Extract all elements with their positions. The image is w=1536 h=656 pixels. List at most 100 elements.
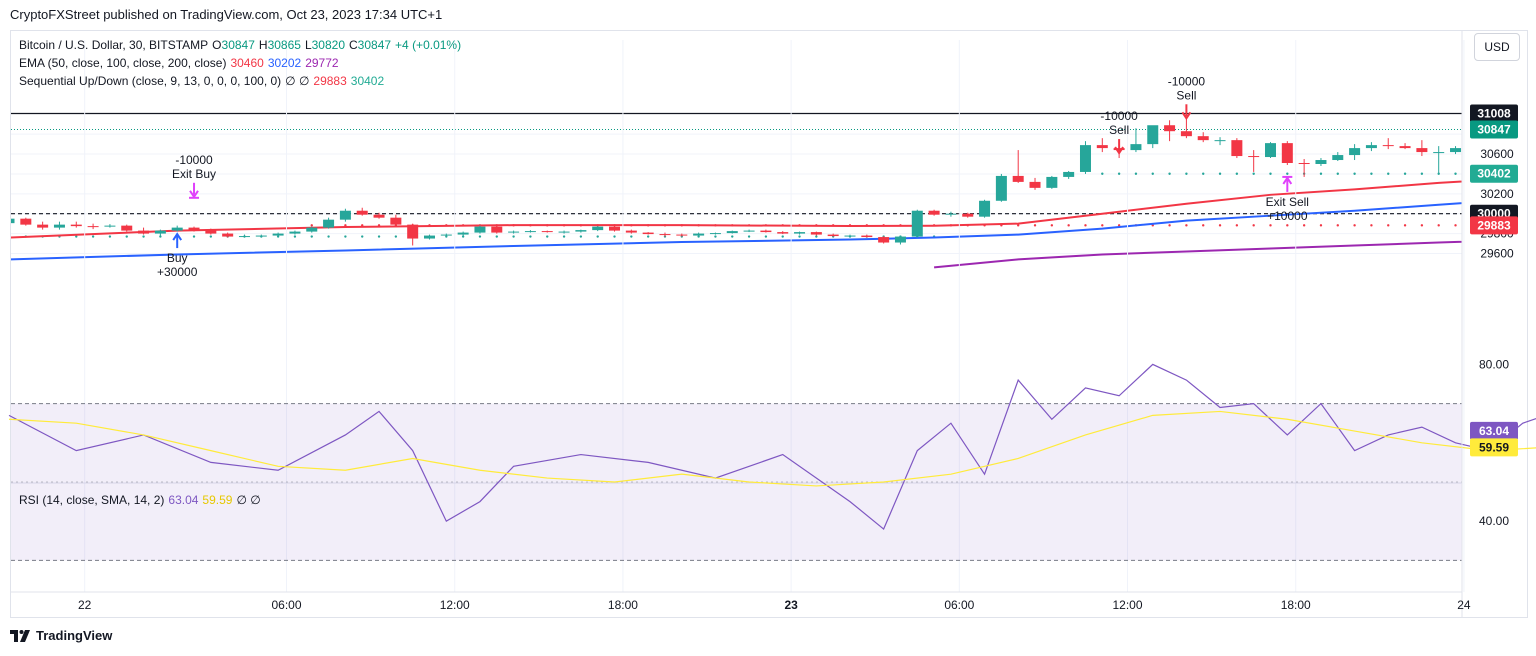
candle	[1231, 138, 1243, 159]
signal-level-dot	[646, 235, 650, 238]
candle	[255, 234, 267, 238]
rsi-name: RSI (14, close, SMA, 14, 2)	[19, 493, 165, 507]
price-label-text: 31008	[1477, 107, 1511, 121]
signal-level-dot	[461, 235, 465, 238]
candle-body	[1046, 176, 1058, 188]
candle	[474, 225, 486, 234]
signal-level-dot	[1353, 172, 1356, 175]
candle-body	[1467, 138, 1478, 148]
rsi-sma-line	[8, 410, 1536, 487]
rsi-line	[8, 363, 1536, 531]
candle-body	[70, 224, 82, 227]
signal-level-dot	[192, 235, 196, 238]
candle	[407, 223, 419, 246]
signal-label: -10000	[1168, 74, 1206, 88]
ema-legend[interactable]: EMA (50, close, 100, close, 200, close) 3…	[19, 56, 343, 70]
ema200-value: 29772	[305, 56, 339, 70]
sequential-legend[interactable]: Sequential Up/Down (close, 9, 13, 0, 0, …	[19, 74, 388, 88]
candle-body	[1399, 146, 1411, 149]
price-label-30847	[1470, 120, 1518, 139]
candle-body	[154, 230, 166, 234]
candle	[1096, 138, 1108, 153]
tradingview-logo[interactable]: TradingView	[10, 628, 112, 643]
candle	[20, 217, 32, 226]
candle	[541, 230, 553, 233]
candle-body	[457, 232, 469, 235]
candle	[1416, 140, 1428, 157]
rsi-value-label: 59.59	[1479, 440, 1509, 454]
price-label-31008	[1470, 104, 1518, 123]
candle	[104, 224, 116, 228]
signal-level-dot	[815, 235, 818, 238]
candle-body	[1147, 125, 1159, 145]
candle	[440, 233, 452, 237]
rsi-legend[interactable]: RSI (14, close, SMA, 14, 2) 63.04 59.59 ∅ ∅	[19, 493, 265, 507]
signal-level-dot	[1522, 173, 1524, 175]
rsi-tick-label: 80.00	[1479, 357, 1509, 371]
candle	[289, 230, 301, 235]
candle-body	[575, 230, 587, 232]
signal-level-dot	[8, 235, 10, 237]
candle-body	[743, 230, 755, 232]
signal-level-dot	[1151, 172, 1154, 175]
candle	[726, 230, 738, 234]
signal-level-dot	[209, 235, 213, 238]
candle-body	[1281, 143, 1293, 164]
signal-label: -10000	[175, 153, 213, 167]
trade-signal-exit	[1282, 175, 1293, 192]
currency-button[interactable]: USD	[1474, 33, 1520, 61]
candle	[760, 229, 772, 233]
time-tick-label: 06:00	[944, 598, 974, 612]
candle-body	[524, 231, 536, 233]
candle-body	[1265, 143, 1276, 158]
candle-body	[609, 226, 621, 231]
candle	[205, 228, 217, 235]
candle-body	[1063, 171, 1075, 177]
candle-body	[592, 226, 604, 231]
signal-level-dot	[1286, 224, 1289, 227]
signal-level-dot	[1033, 224, 1037, 227]
signal-level-dot	[579, 235, 583, 238]
candle-body	[20, 218, 32, 225]
candle	[1180, 118, 1192, 139]
signal-level-dot	[1235, 172, 1239, 175]
open-value: 30847	[221, 38, 255, 52]
candle	[11, 218, 15, 224]
signal-level-dot	[108, 235, 112, 238]
publisher-line: CryptoFXStreet published on TradingView.…	[10, 7, 443, 22]
candle	[709, 232, 721, 235]
sequential-up-value: 30402	[350, 74, 385, 88]
candle	[1365, 142, 1377, 152]
candle-body	[1029, 181, 1041, 188]
candle	[1450, 146, 1462, 155]
candle-body	[945, 213, 957, 215]
candle-body	[995, 175, 1007, 201]
candle	[457, 231, 469, 236]
candle-body	[11, 218, 15, 224]
candle	[491, 225, 503, 234]
candle-body	[894, 236, 906, 243]
price-tick-label: 30600	[1480, 147, 1514, 161]
candle	[1164, 120, 1176, 142]
candle-body	[323, 219, 335, 228]
candle-body	[794, 232, 806, 234]
ema-name: EMA (50, close, 100, close, 200, close)	[19, 56, 227, 70]
candle-body	[558, 231, 570, 233]
candle-body	[928, 210, 940, 215]
symbol-legend[interactable]: Bitcoin / U.S. Dollar, 30, BITSTAMP O3084…	[19, 38, 465, 52]
candle	[676, 233, 688, 237]
candle	[1214, 137, 1226, 146]
candle-body	[1079, 145, 1091, 172]
candle	[424, 234, 435, 240]
candle	[323, 217, 335, 229]
signal-label: +10000	[1267, 209, 1308, 223]
candle-body	[726, 231, 738, 234]
candle	[306, 226, 318, 233]
signal-level-dot	[1252, 224, 1255, 227]
ema50-value: 30460	[230, 56, 264, 70]
candle	[609, 225, 621, 232]
signal-level-dot	[1522, 224, 1524, 226]
signal-label: Exit Buy	[172, 167, 216, 181]
candle	[1298, 159, 1310, 177]
